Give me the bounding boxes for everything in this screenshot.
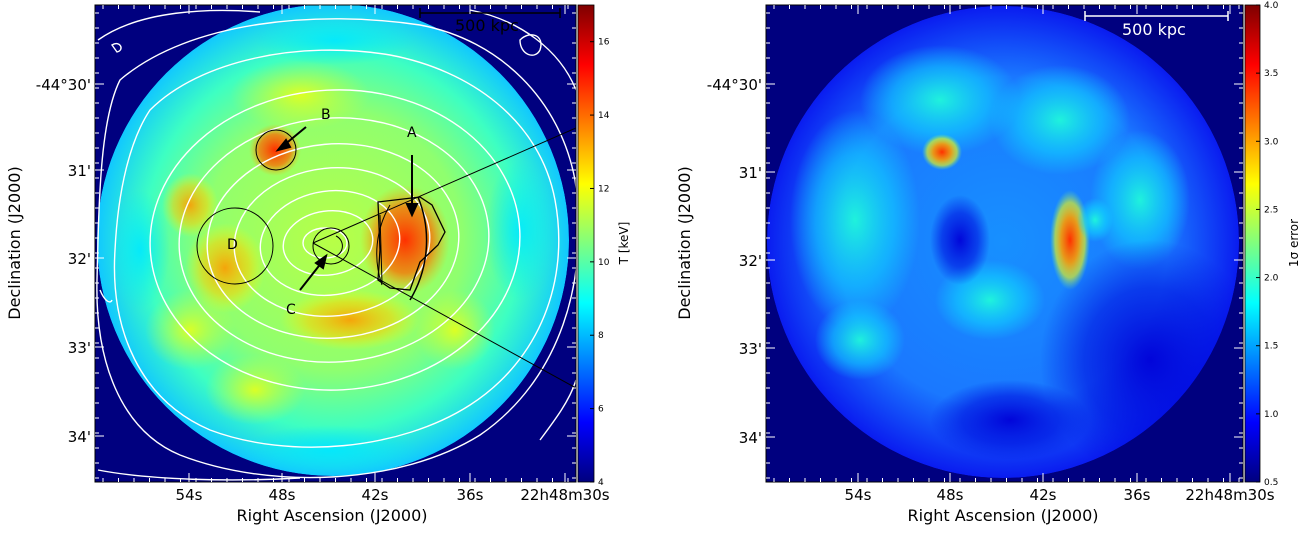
x-tick-label: 54s	[845, 486, 872, 504]
x-tick-label: 42s	[1030, 486, 1057, 504]
sector-arc-inner	[376, 204, 391, 286]
sector-line-lower	[312, 242, 576, 389]
surface-brightness-contours	[96, 9, 576, 481]
colorbar-tick-label: 2.5	[1264, 205, 1278, 215]
axis-ticks-left: 54s 48s 42s 36s 22h48m30s -44°30' 31' 32' 33' 34'	[36, 5, 610, 504]
region-C-circle	[312, 227, 350, 265]
colorbar-tick-label: 12	[598, 184, 609, 194]
y-tick-label: 32'	[739, 252, 762, 270]
region-C-inner-arc	[335, 235, 343, 257]
colorbar-temperature	[577, 4, 595, 483]
colorbar-tick-label: 3.5	[1264, 69, 1278, 79]
y-tick-label: 34'	[739, 429, 762, 447]
x-tick-label: 42s	[362, 486, 389, 504]
axis-ticks-right: 54s 48s 42s 36s 22h48m30s -44°30' 31' 32' 33' 34'	[707, 5, 1275, 504]
y-axis-label-left: Declination (J2000)	[5, 166, 24, 319]
arrow-B-head	[275, 138, 292, 152]
colorbar-label-error: 1σ error	[1287, 219, 1301, 267]
scale-bar-label-right: 500 kpc	[1122, 20, 1186, 39]
scale-bar-label-left: 500 kpc	[455, 16, 519, 35]
temperature-map-panel: B A C D 500 kpc 4 6 8 10 12 14 16 T [keV] 54s 4…	[5, 4, 631, 525]
y-tick-label: 32'	[68, 250, 91, 268]
x-axis-label-left: Right Ascension (J2000)	[237, 506, 428, 525]
region-label-B: B	[321, 107, 331, 123]
region-D-circle	[196, 207, 274, 285]
colorbar-tick-label: 4	[598, 478, 604, 488]
colorbar-tick-label: 1.5	[1264, 342, 1278, 352]
region-arrows	[275, 126, 419, 291]
arrow-C-head	[314, 253, 328, 270]
y-tick-label: -44°30'	[707, 76, 762, 94]
colorbar-tick-label: 1.0	[1264, 410, 1279, 420]
x-tick-label: 48s	[269, 486, 296, 504]
y-tick-label: -44°30'	[36, 76, 91, 94]
x-tick-label: 36s	[457, 486, 484, 504]
colorbar-ticks-left: 4 6 8 10 12 14 16	[590, 38, 610, 488]
colorbar-tick-label: 14	[598, 111, 610, 121]
x-tick-label: 48s	[937, 486, 964, 504]
colorbar-tick-label: 0.5	[1264, 478, 1278, 488]
colorbar-label-temperature: T [keV]	[617, 222, 631, 266]
colorbar-tick-label: 10	[598, 258, 610, 268]
colorbar-error	[1244, 4, 1261, 483]
region-B-circle	[255, 129, 297, 171]
x-tick-label: 36s	[1124, 486, 1151, 504]
x-tick-label: 22h48m30s	[520, 486, 609, 504]
y-axis-label-right: Declination (J2000)	[675, 166, 694, 319]
y-tick-label: 34'	[68, 428, 91, 446]
sector-arc-outer	[409, 196, 428, 301]
region-label-A: A	[407, 125, 417, 141]
y-tick-label: 31'	[739, 164, 762, 182]
y-tick-label: 33'	[68, 339, 91, 357]
colorbar-tick-label: 8	[598, 331, 604, 341]
region-A-polygon	[377, 196, 446, 291]
region-label-C: C	[286, 302, 296, 318]
colorbar-ticks-right: 0.5 1.0 1.5 2.0 2.5 3.0 3.5 4.0	[1256, 1, 1279, 488]
error-map-panel: 500 kpc 0.5 1.0 1.5 2.0 2.5 3.0 3.5 4.0 1σ erro…	[675, 1, 1301, 525]
colorbar-tick-label: 16	[598, 38, 610, 48]
temperature-map-image	[97, 5, 569, 476]
x-tick-label: 22h48m30s	[1185, 486, 1274, 504]
x-tick-label: 54s	[176, 486, 203, 504]
colorbar-tick-label: 4.0	[1264, 1, 1279, 11]
arrow-A-head	[405, 203, 419, 218]
colorbar-tick-label: 3.0	[1264, 137, 1279, 147]
arrow-C	[299, 261, 323, 291]
sector-line-upper	[312, 127, 576, 244]
x-axis-label-right: Right Ascension (J2000)	[908, 506, 1099, 525]
y-tick-label: 33'	[739, 340, 762, 358]
y-tick-label: 31'	[68, 162, 91, 180]
colorbar-tick-label: 6	[598, 405, 604, 415]
region-overlays	[196, 127, 576, 389]
region-A-divider	[379, 214, 383, 284]
map-frame-right	[765, 4, 1244, 483]
region-label-D: D	[227, 237, 238, 253]
colorbar-tick-label: 2.0	[1264, 274, 1279, 284]
error-map-image	[767, 6, 1239, 478]
